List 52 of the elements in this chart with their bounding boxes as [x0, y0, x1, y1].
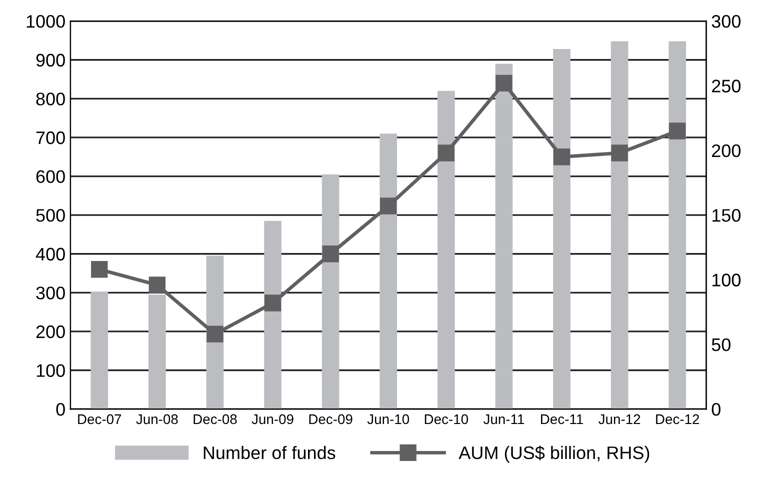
- legend-label: Number of funds: [204, 446, 336, 460]
- point: [611, 144, 628, 162]
- point: [380, 198, 397, 214]
- y-tick-label: 600: [36, 170, 65, 183]
- legend-label: AUM (US$ billion, RHS): [458, 446, 650, 463]
- y-tick-label: 0: [56, 403, 65, 416]
- y-tick-label: 500: [36, 209, 65, 222]
- x-tick-label: Dec-09: [309, 414, 352, 424]
- y-tick-label: 800: [36, 92, 65, 106]
- y2-tick-label: 150: [712, 209, 741, 222]
- point: [264, 294, 282, 312]
- y-tick-label: 700: [36, 131, 65, 144]
- bar: [553, 49, 570, 410]
- x-tick-label: Jun-09: [252, 414, 294, 424]
- bar: [322, 174, 340, 410]
- x-tick-label: Dec-10: [424, 414, 468, 424]
- bar: [610, 41, 628, 410]
- bar: [495, 64, 513, 410]
- bar: [90, 292, 108, 410]
- y2-tick-label: 50: [712, 338, 730, 352]
- x-tick-label: Jun-10: [367, 414, 410, 424]
- bar: [264, 220, 282, 410]
- point: [206, 326, 224, 342]
- point: [322, 246, 339, 262]
- point: [496, 74, 512, 92]
- y2-tick-label: 0: [712, 403, 720, 416]
- y2-tick-label: 250: [712, 80, 741, 92]
- point: [148, 276, 166, 294]
- x-tick-label: Dec-12: [656, 414, 700, 424]
- x-tick-label: Dec-08: [194, 414, 237, 424]
- x-tick-label: Dec-11: [541, 414, 583, 424]
- bar: [437, 90, 455, 410]
- point: [438, 144, 454, 162]
- point: [91, 261, 108, 278]
- y-tick-label: 200: [36, 325, 65, 338]
- x-tick-label: Dec-07: [78, 414, 122, 424]
- y-tick-label: 1000: [26, 15, 65, 28]
- x-tick-label: Jun-12: [598, 414, 640, 424]
- y-tick-label: 900: [36, 54, 65, 67]
- x-tick-label: Jun-11: [483, 414, 524, 424]
- point: [553, 148, 570, 166]
- y2-tick-label: 200: [712, 144, 741, 158]
- point: [669, 122, 686, 140]
- bar: [380, 134, 398, 410]
- y-tick-label: 100: [36, 364, 65, 377]
- y-tick-label: 400: [36, 248, 65, 261]
- x-tick-label: Jun-08: [136, 414, 178, 424]
- y2-tick-label: 100: [712, 274, 741, 286]
- bar: [148, 294, 166, 410]
- y2-tick-label: 300: [712, 15, 741, 28]
- bar: [668, 41, 686, 410]
- y-tick-label: 300: [36, 286, 65, 300]
